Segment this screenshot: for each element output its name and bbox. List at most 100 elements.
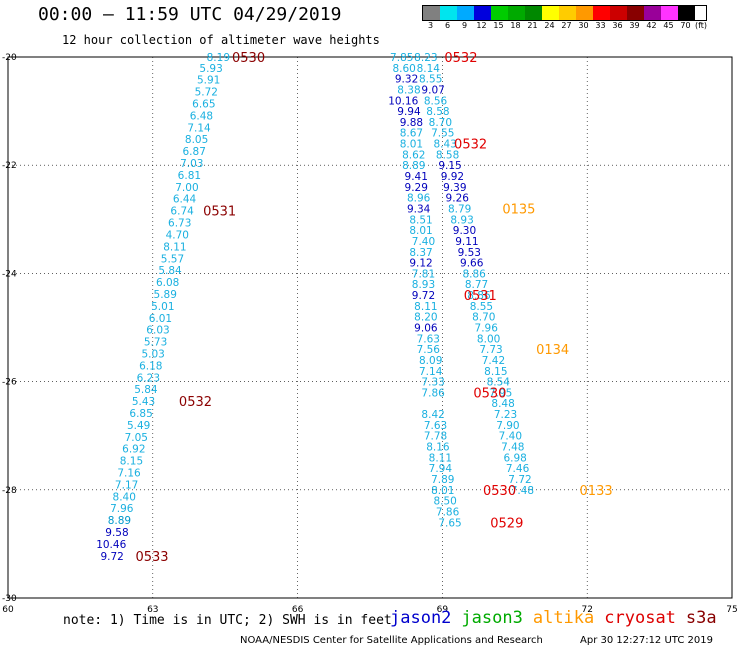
swh-value-label: 6.03 — [146, 325, 169, 337]
pass-time-label: 0133 — [580, 484, 613, 499]
swh-value-label: 8.43 — [433, 139, 456, 151]
swh-value-label: 8.14 — [417, 63, 441, 75]
swh-value-label: 5.93 — [199, 63, 222, 75]
swh-value-label: 9.26 — [446, 193, 470, 205]
color-swatch — [678, 6, 695, 20]
swh-value-label: 9.29 — [405, 182, 428, 194]
y-tick-label: -20 — [2, 53, 17, 63]
swh-value-label: 5.72 — [195, 87, 218, 99]
swh-value-label: 10.16 — [388, 95, 418, 107]
credit-text: NOAA/NESDIS Center for Satellite Applica… — [240, 635, 543, 646]
swh-value-label: 8.00 — [477, 333, 500, 345]
color-scale-label: 36 — [612, 21, 623, 30]
swh-value-label: 8.93 — [450, 214, 473, 226]
swh-value-label: 8.86 — [462, 268, 486, 280]
swh-value-label: 5.57 — [161, 253, 184, 265]
color-swatch — [644, 6, 661, 20]
swh-value-label: 7.46 — [506, 463, 530, 475]
swh-value-label: 8.58 — [426, 106, 449, 118]
swh-value-label: 8.40 — [113, 491, 136, 503]
swh-value-label: 8.79 — [448, 203, 471, 215]
swh-value-label: 5.73 — [144, 337, 167, 349]
swh-value-label: 9.06 — [414, 323, 438, 335]
swh-value-label: 7.33 — [421, 377, 444, 389]
swh-value-label: 5.03 — [141, 348, 164, 360]
swh-value-label: 7.86 — [436, 506, 460, 518]
swh-value-label: 9.94 — [397, 106, 421, 118]
x-tick-label: 66 — [292, 605, 304, 615]
swh-value-label: 9.53 — [458, 247, 481, 259]
chart-title: 00:00 – 11:59 UTC 04/29/2019 — [38, 4, 342, 25]
swh-value-label: 6.01 — [149, 313, 172, 325]
swh-value-label: 8.50 — [433, 496, 456, 508]
color-swatch — [627, 6, 644, 20]
swh-value-label: 8.19 — [207, 52, 230, 64]
swh-value-label: 8.67 — [400, 128, 423, 140]
color-scale-unit: (ft) — [695, 21, 708, 30]
swh-value-label: 8.58 — [436, 149, 459, 161]
pass-time-label: 0533 — [135, 550, 168, 565]
swh-value-label: 9.66 — [460, 258, 484, 270]
swh-value-label: 9.72 — [412, 290, 435, 302]
x-tick-label: 60 — [2, 605, 14, 615]
swh-value-label: 9.72 — [100, 551, 123, 563]
swh-value-label: 9.30 — [453, 225, 476, 237]
swh-value-label: 7.90 — [496, 420, 519, 432]
swh-value-label: 8.42 — [421, 409, 444, 421]
swh-value-label: 5.49 — [127, 420, 150, 432]
swh-value-label: 7.03 — [180, 158, 203, 170]
footer-note: note: 1) Time is in UTC; 2) SWH is in fe… — [63, 613, 392, 628]
swh-value-label: 7.16 — [117, 467, 141, 479]
swh-value-label: 7.55 — [431, 128, 454, 140]
swh-value-label: 7.94 — [429, 463, 453, 475]
pass-time-label: 0530 — [232, 51, 265, 66]
swh-value-label: 4.70 — [166, 229, 189, 241]
satellite-legend: jason2 jason3 altika cryosat s3a — [390, 608, 727, 628]
color-swatch — [457, 6, 474, 20]
swh-value-label: 9.39 — [443, 182, 466, 194]
swh-value-label: 7.95 — [489, 387, 512, 399]
swh-value-label: 8.56 — [424, 95, 448, 107]
color-swatch — [440, 6, 457, 20]
swh-value-label: 7.23 — [494, 409, 517, 421]
swh-value-label: 6.18 — [139, 360, 162, 372]
swh-value-label: 6.44 — [173, 194, 197, 206]
color-swatch — [474, 6, 491, 20]
swh-value-label: 7.85 — [390, 52, 413, 64]
color-scale-label: 24 — [544, 21, 555, 30]
pass-time-label: 0529 — [490, 516, 523, 531]
swh-value-label: 7.56 — [417, 344, 441, 356]
swh-value-label: 7.48 — [501, 442, 524, 454]
swh-value-label: 7.65 — [438, 517, 461, 529]
color-scale-label: 39 — [629, 21, 640, 30]
legend-entry-jason2: jason2 — [390, 608, 452, 628]
color-scale-label: 9 — [461, 21, 468, 30]
swh-value-label: 5.91 — [197, 75, 220, 87]
legend-entry-jason3: jason3 — [461, 608, 523, 628]
color-scale-label: 30 — [578, 21, 589, 30]
swh-value-label: 7.40 — [412, 236, 435, 248]
swh-value-label: 8.23 — [414, 52, 437, 64]
pass-time-label: 0532 — [444, 51, 477, 66]
swh-value-label: 6.92 — [122, 444, 145, 456]
color-swatch — [508, 6, 525, 20]
swh-value-label: 8.54 — [487, 377, 511, 389]
swh-value-label: 7.14 — [187, 122, 211, 134]
swh-value-label: 8.15 — [484, 366, 507, 378]
swh-value-label: 6.08 — [156, 277, 179, 289]
color-scale-labels: 3 6 9 12 15 18 21 24 27 30 33 36 39 42 45 70 (ft) — [422, 21, 707, 30]
pass-time-label: 0135 — [502, 202, 535, 217]
swh-value-label: 7.96 — [475, 323, 499, 335]
color-scale-legend: 3 6 9 12 15 18 21 24 27 30 33 36 39 42 45 70 (ft) — [422, 5, 708, 30]
swh-value-label: 7.14 — [419, 366, 443, 378]
swh-value-label: 8.11 — [163, 241, 186, 253]
legend-entry-altika: altika — [532, 608, 595, 628]
swh-value-label: 8.11 — [429, 452, 452, 464]
pass-time-label: 0531 — [464, 289, 497, 304]
y-tick-label: -26 — [2, 378, 17, 388]
color-swatch — [593, 6, 610, 20]
swh-value-label: 7.00 — [175, 182, 198, 194]
swh-value-label: 8.38 — [397, 84, 420, 96]
color-scale-swatches — [422, 5, 708, 21]
swh-value-label: 9.88 — [400, 117, 423, 129]
